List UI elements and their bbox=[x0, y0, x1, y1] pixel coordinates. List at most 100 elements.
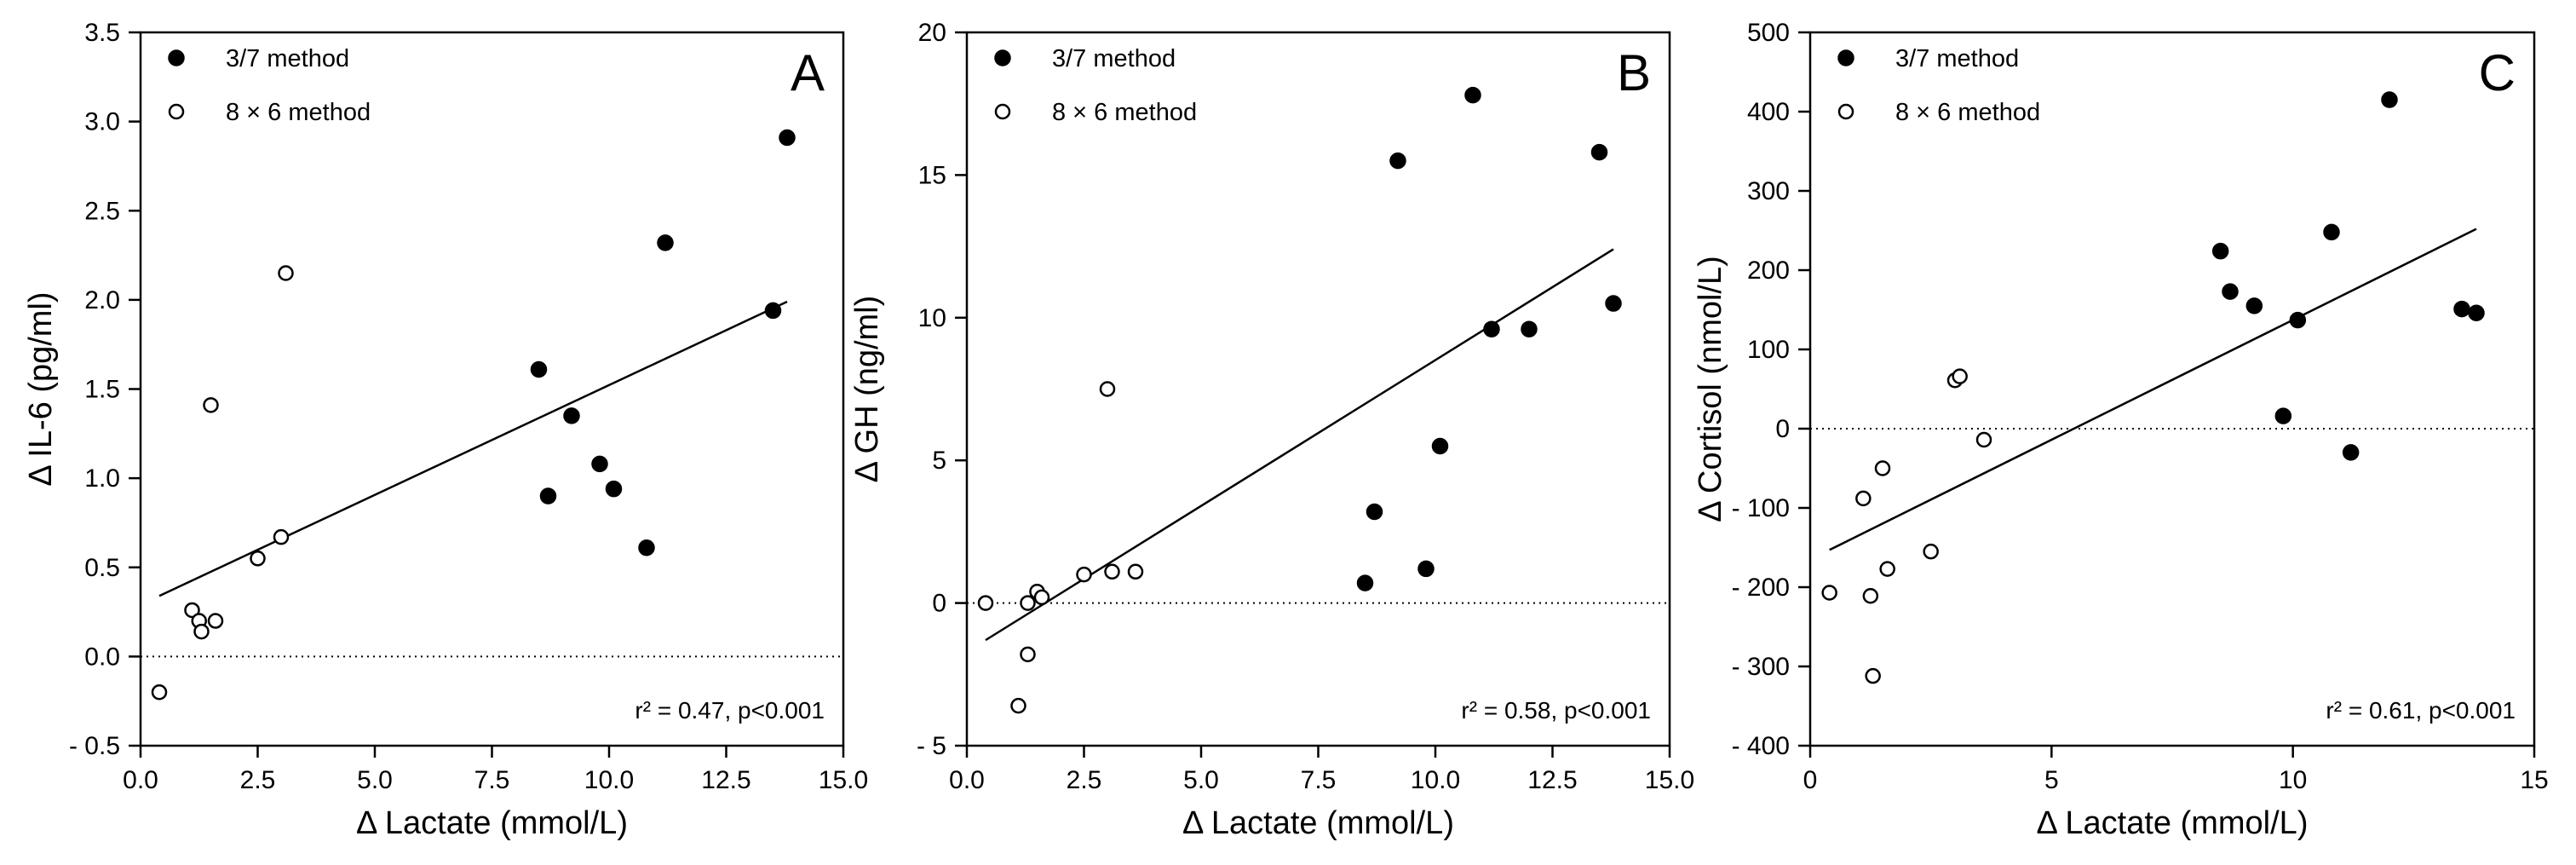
stats-annotation: r² = 0.47, p<0.001 bbox=[635, 697, 825, 724]
x-tick-label: 7.5 bbox=[1301, 766, 1337, 794]
legend-marker-open-circle bbox=[994, 103, 1011, 120]
x-tick-label: 0.0 bbox=[949, 766, 985, 794]
x-tick-label: 10.0 bbox=[1411, 766, 1460, 794]
x-tick-label: 12.5 bbox=[1527, 766, 1577, 794]
data-point-3-7-method bbox=[2211, 242, 2229, 260]
x-tick-label: 5.0 bbox=[357, 766, 393, 794]
data-point-3-7-method bbox=[591, 455, 608, 473]
data-point-8x6-method bbox=[151, 683, 168, 701]
y-tick-label: 15 bbox=[918, 161, 946, 189]
regression-line bbox=[985, 248, 1614, 642]
data-point-3-7-method bbox=[779, 129, 796, 147]
data-point-8x6-method bbox=[1033, 589, 1050, 606]
panel-a: 0.0 2.5 5.0 7.5 10.0 12.5 15.0- 0.50.00.51.01.… bbox=[23, 19, 868, 841]
y-tick-label: 0.5 bbox=[84, 554, 120, 582]
data-point-8x6-method bbox=[1923, 543, 1939, 560]
data-point-8x6-method bbox=[1104, 563, 1120, 580]
y-tick-label: 500 bbox=[1747, 19, 1790, 47]
data-point-8x6-method bbox=[977, 595, 994, 611]
panel-letter: B bbox=[1617, 44, 1651, 101]
legend-label: 8 × 6 method bbox=[226, 99, 371, 126]
y-tick-label: 0.0 bbox=[84, 643, 120, 671]
y-tick-label: 300 bbox=[1747, 177, 1790, 205]
x-tick-label: 0 bbox=[1803, 766, 1818, 794]
data-point-3-7-method bbox=[2342, 444, 2360, 461]
panel-c: 0 5 10 15 - 400 - 300 - 200 - 100 0 100 200 300 400 5… bbox=[1693, 19, 2549, 841]
y-tick-label: 3.0 bbox=[84, 108, 120, 136]
data-point-8x6-method bbox=[184, 602, 200, 619]
legend-label: 3/7 method bbox=[226, 45, 349, 72]
y-tick-label: 1.5 bbox=[84, 376, 120, 404]
data-point-8x6-method bbox=[1865, 667, 1881, 684]
legend-marker-open-circle bbox=[1837, 103, 1854, 120]
series-8x6-method bbox=[977, 381, 1144, 714]
data-point-8x6-method bbox=[1010, 697, 1026, 714]
series-8x6-method bbox=[1821, 368, 1992, 684]
series-3-7-method bbox=[1356, 86, 1622, 591]
y-tick-label: 1.0 bbox=[84, 464, 120, 493]
legend-marker-filled-circle bbox=[1837, 49, 1854, 66]
regression-line bbox=[158, 300, 788, 597]
data-point-8x6-method bbox=[1821, 585, 1837, 601]
y-tick-label: 400 bbox=[1747, 98, 1790, 126]
data-point-8x6-method bbox=[1952, 368, 1968, 384]
y-tick-label: 3.5 bbox=[84, 19, 120, 47]
series-3-7-method bbox=[2211, 91, 2485, 461]
x-tick-label: 12.5 bbox=[701, 766, 750, 794]
data-point-3-7-method bbox=[638, 539, 655, 556]
y-axis-title: Δ Cortisol (nmol/L) bbox=[1693, 256, 1728, 522]
x-tick-label: 10 bbox=[2279, 766, 2307, 794]
x-axis-title: Δ Lactate (mmol/L) bbox=[2037, 805, 2309, 841]
x-tick-label: 7.5 bbox=[474, 766, 510, 794]
legend-marker-filled-circle bbox=[994, 49, 1011, 66]
stats-annotation: r² = 0.61, p<0.001 bbox=[2326, 697, 2516, 724]
y-tick-label: 5 bbox=[932, 447, 946, 475]
data-point-8x6-method bbox=[1076, 566, 1092, 583]
data-point-8x6-method bbox=[1862, 587, 1879, 604]
data-point-8x6-method bbox=[1975, 431, 1992, 448]
x-axis-title: Δ Lactate (mmol/L) bbox=[1182, 805, 1454, 841]
plot-frame bbox=[1808, 31, 2536, 747]
legend-label: 8 × 6 method bbox=[1052, 99, 1197, 126]
x-tick-label: 5.0 bbox=[1183, 766, 1219, 794]
legend-marker-open-circle bbox=[168, 103, 185, 120]
y-tick-label: 2.0 bbox=[84, 286, 120, 314]
data-point-8x6-method bbox=[1099, 381, 1116, 397]
data-point-3-7-method bbox=[1431, 437, 1449, 455]
y-tick-label: 200 bbox=[1747, 257, 1790, 285]
x-tick-label: 15 bbox=[2520, 766, 2548, 794]
y-tick-label: - 400 bbox=[1732, 732, 1790, 760]
plot-frame bbox=[965, 31, 1671, 747]
y-tick-label: - 5 bbox=[917, 732, 946, 760]
data-point-3-7-method bbox=[1590, 143, 1608, 161]
data-point-8x6-method bbox=[193, 623, 210, 640]
data-point-3-7-method bbox=[1389, 152, 1406, 170]
data-point-3-7-method bbox=[1356, 574, 1374, 591]
legend-label: 8 × 6 method bbox=[1895, 99, 2040, 126]
data-point-3-7-method bbox=[539, 487, 557, 505]
data-point-3-7-method bbox=[2453, 300, 2470, 318]
data-point-3-7-method bbox=[2289, 311, 2307, 329]
data-point-3-7-method bbox=[764, 302, 782, 320]
x-tick-label: 15.0 bbox=[1645, 766, 1694, 794]
y-tick-label: 0 bbox=[1775, 415, 1790, 443]
data-point-3-7-method bbox=[1483, 320, 1500, 337]
data-point-3-7-method bbox=[605, 480, 623, 498]
y-tick-label: 20 bbox=[918, 19, 946, 47]
y-tick-label: - 0.5 bbox=[69, 732, 120, 760]
data-point-8x6-method bbox=[1127, 563, 1144, 580]
legend-label: 3/7 method bbox=[1895, 45, 2019, 72]
data-point-3-7-method bbox=[1366, 503, 1383, 521]
y-tick-label: 10 bbox=[918, 304, 946, 332]
y-axis-title: Δ IL-6 (pg/ml) bbox=[23, 291, 59, 486]
x-tick-label: 10.0 bbox=[584, 766, 634, 794]
data-point-3-7-method bbox=[2468, 304, 2485, 321]
legend-marker-filled-circle bbox=[168, 49, 185, 66]
data-point-8x6-method bbox=[278, 265, 294, 281]
data-point-3-7-method bbox=[2222, 283, 2239, 300]
data-point-8x6-method bbox=[1855, 490, 1872, 507]
panel-b: 0.0 2.5 5.0 7.5 10.0 12.5 15.0 - 5 0 5 10 15 20 Δ Lac… bbox=[849, 19, 1694, 841]
data-point-3-7-method bbox=[1521, 320, 1538, 337]
y-tick-label: - 300 bbox=[1732, 653, 1790, 681]
data-point-3-7-method bbox=[2381, 91, 2398, 108]
